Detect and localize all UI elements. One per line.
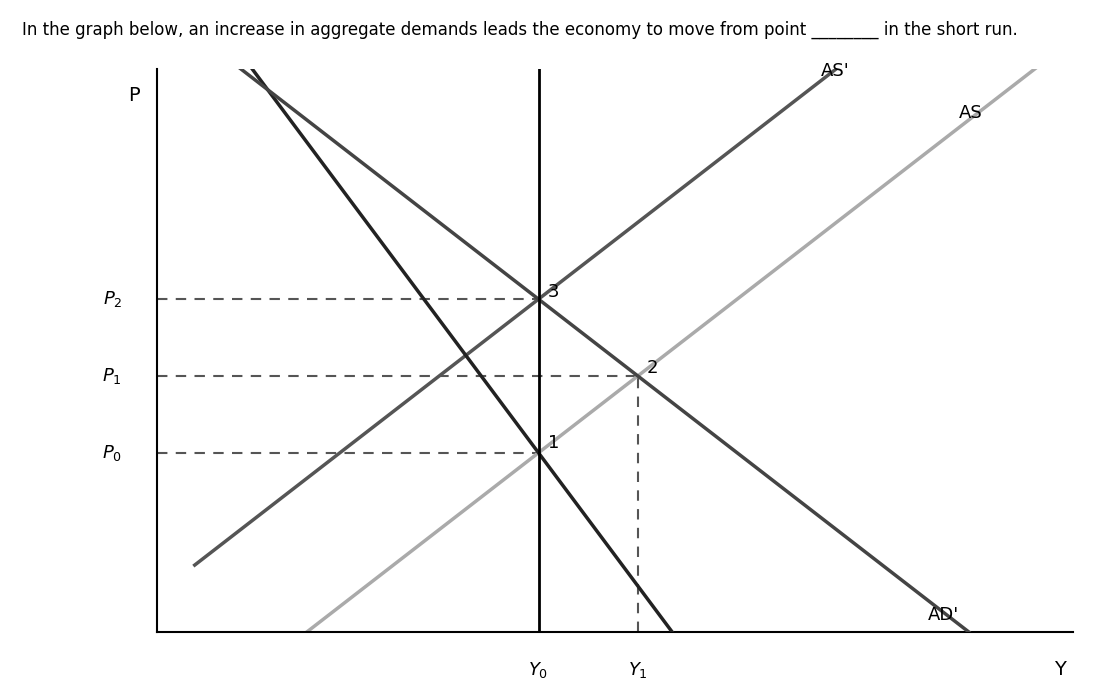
Text: Y: Y [1054,660,1065,679]
Text: $P_1$: $P_1$ [103,366,122,386]
Text: $P_2$: $P_2$ [103,289,122,309]
Text: AD': AD' [928,606,959,624]
Text: $Y_0$: $Y_0$ [529,660,549,680]
Text: P: P [127,86,140,104]
Text: 3: 3 [548,282,559,301]
Text: $Y_1$: $Y_1$ [628,660,647,680]
Text: $P_0$: $P_0$ [102,443,122,463]
Text: 1: 1 [548,433,559,451]
Text: AS': AS' [821,63,850,80]
Text: In the graph below, an increase in aggregate demands leads the economy to move f: In the graph below, an increase in aggre… [22,21,1018,39]
Text: 2: 2 [647,359,659,377]
Text: AS: AS [958,104,983,122]
